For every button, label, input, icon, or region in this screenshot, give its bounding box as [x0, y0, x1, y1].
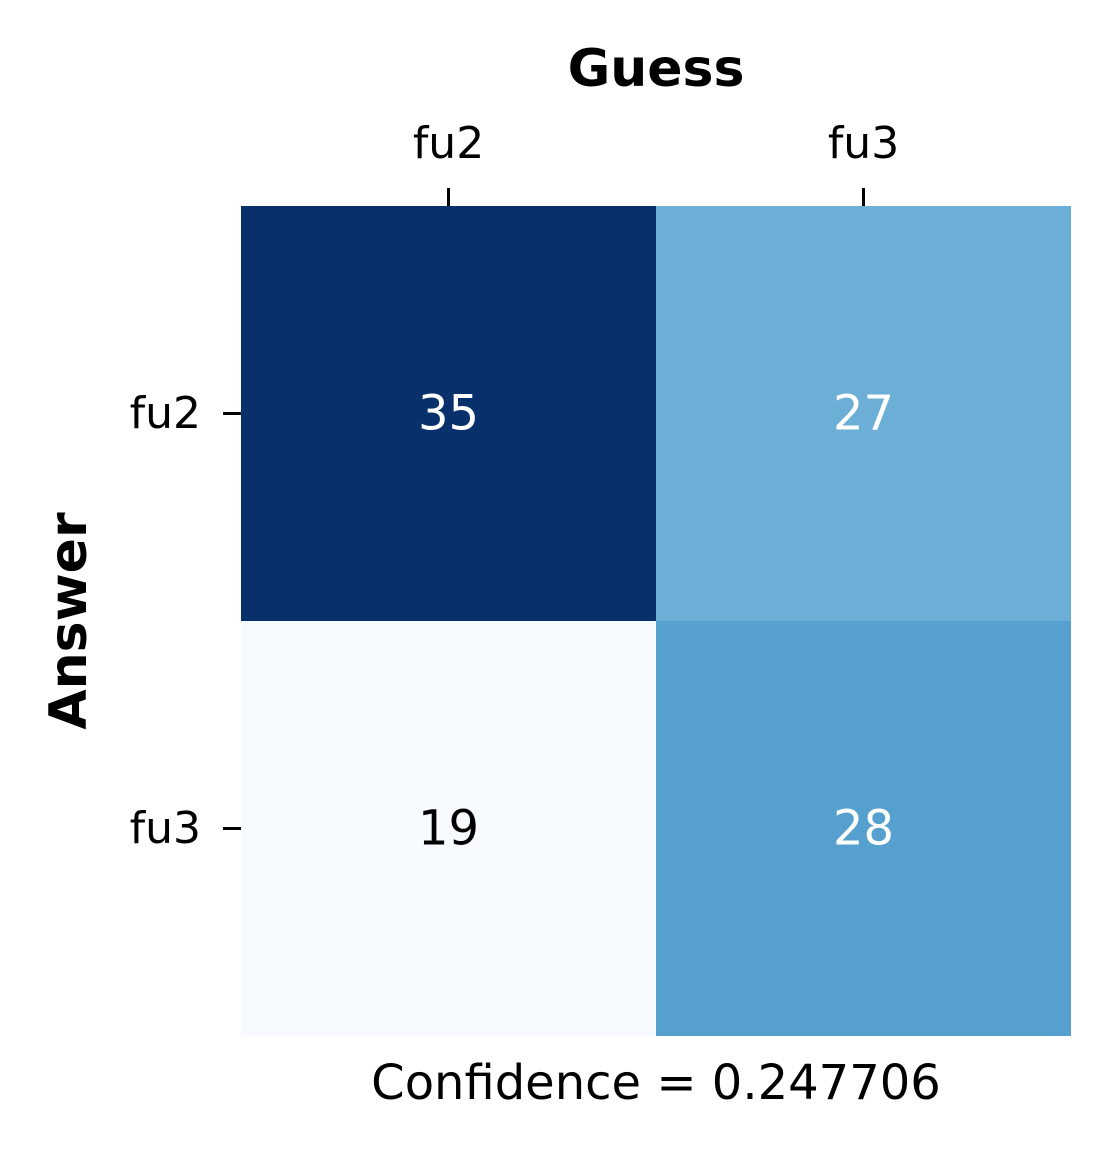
y-tick-label: fu3 [130, 803, 201, 854]
y-axis-label: Answer [39, 512, 99, 730]
heatmap-cell [656, 206, 1071, 621]
y-axis-ticks: fu2 fu3 [130, 388, 241, 854]
cell-value-label: 27 [833, 386, 894, 442]
heatmap-cell-labels: 35 27 19 28 [418, 386, 894, 857]
cell-value-label: 19 [418, 801, 479, 857]
x-axis-ticks: fu2 fu3 [413, 118, 899, 206]
heatmap-cell [241, 621, 656, 1036]
x-axis-label: Guess [568, 39, 745, 99]
heatmap-cells [241, 206, 1071, 1036]
cell-value-label: 35 [418, 386, 479, 442]
confidence-footer: Confidence = 0.247706 [371, 1055, 941, 1111]
heatmap-cell [656, 621, 1071, 1036]
x-tick-label: fu3 [828, 118, 899, 169]
heatmap-cell [241, 206, 656, 621]
cell-value-label: 28 [833, 801, 894, 857]
x-tick-label: fu2 [413, 118, 484, 169]
y-tick-label: fu2 [130, 388, 201, 439]
